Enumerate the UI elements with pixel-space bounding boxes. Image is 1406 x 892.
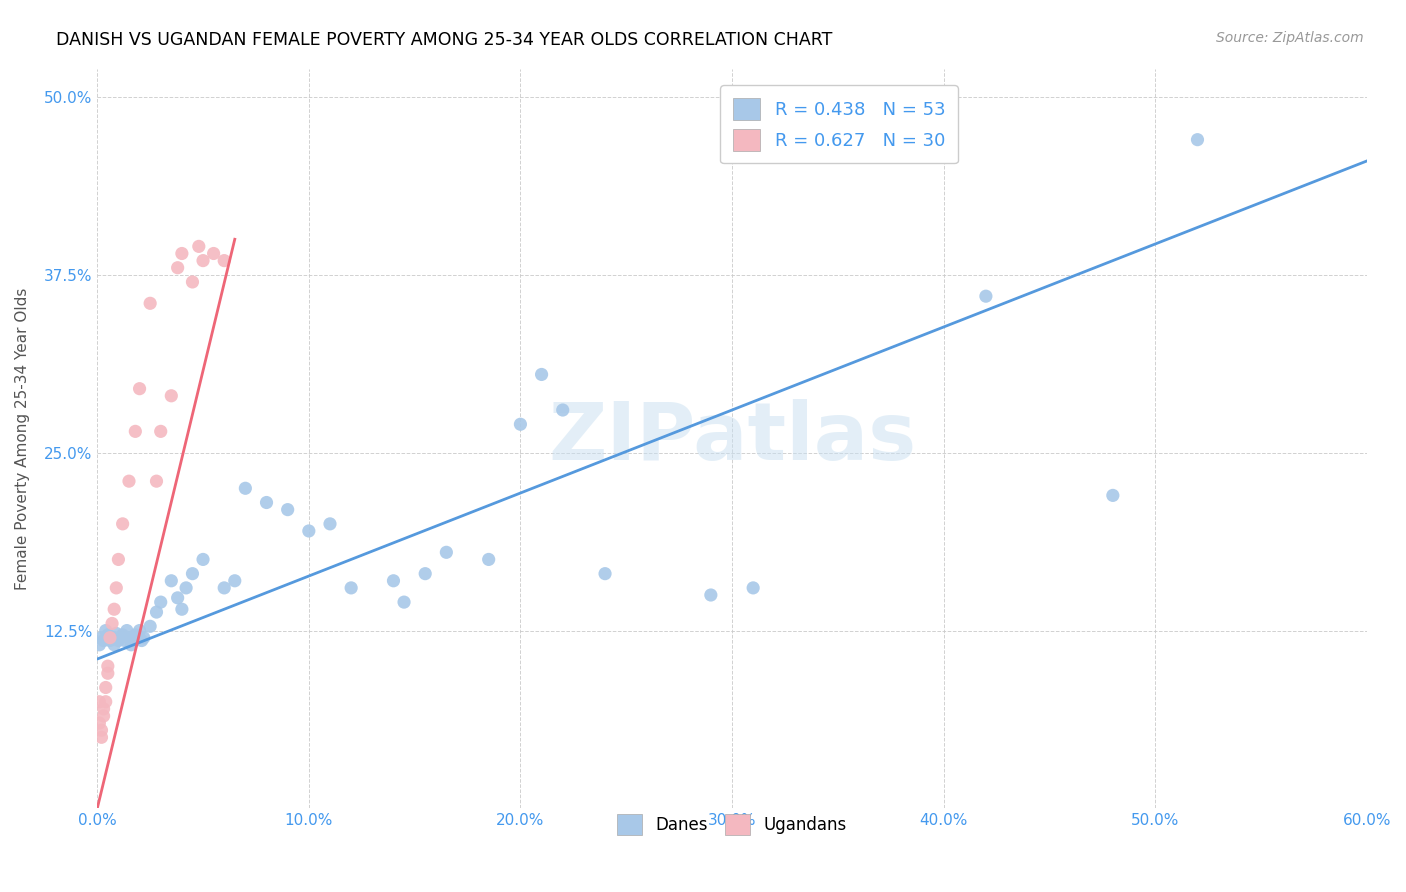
Point — [90, 723, 112, 738]
Point — [509, 417, 531, 432]
Point — [593, 566, 616, 581]
Point — [181, 275, 204, 289]
Point — [235, 481, 257, 495]
Point — [90, 731, 112, 745]
Point — [166, 260, 188, 275]
Point — [98, 633, 121, 648]
Point — [118, 631, 141, 645]
Point — [340, 581, 363, 595]
Point — [434, 545, 457, 559]
Point — [149, 425, 172, 439]
Point — [127, 631, 149, 645]
Point — [93, 702, 115, 716]
Point — [700, 588, 723, 602]
Point — [105, 581, 128, 595]
Point — [1187, 133, 1209, 147]
Point — [298, 524, 321, 538]
Point — [145, 474, 167, 488]
Point — [191, 253, 214, 268]
Point — [319, 516, 342, 531]
Point — [256, 495, 278, 509]
Point — [413, 566, 436, 581]
Point — [111, 628, 134, 642]
Point — [115, 624, 138, 638]
Point — [224, 574, 246, 588]
Point — [149, 595, 172, 609]
Point — [105, 626, 128, 640]
Point — [392, 595, 415, 609]
Point — [90, 631, 112, 645]
Point — [118, 474, 141, 488]
Text: Source: ZipAtlas.com: Source: ZipAtlas.com — [1216, 31, 1364, 45]
Point — [103, 602, 125, 616]
Point — [170, 246, 193, 260]
Point — [139, 619, 162, 633]
Point — [551, 403, 574, 417]
Point — [94, 695, 117, 709]
Point — [107, 633, 129, 648]
Legend: Danes, Ugandans: Danes, Ugandans — [607, 805, 856, 845]
Point — [94, 681, 117, 695]
Point — [114, 633, 136, 648]
Point — [181, 566, 204, 581]
Point — [93, 633, 115, 648]
Point — [160, 574, 183, 588]
Point — [131, 633, 153, 648]
Point — [132, 631, 155, 645]
Point — [478, 552, 501, 566]
Point — [101, 616, 124, 631]
Point — [277, 502, 299, 516]
Point — [742, 581, 765, 595]
Point — [101, 631, 124, 645]
Point — [530, 368, 553, 382]
Y-axis label: Female Poverty Among 25-34 Year Olds: Female Poverty Among 25-34 Year Olds — [15, 287, 30, 590]
Point — [166, 591, 188, 605]
Point — [174, 581, 197, 595]
Point — [97, 628, 120, 642]
Text: ZIPatlas: ZIPatlas — [548, 400, 917, 477]
Point — [212, 581, 235, 595]
Point — [124, 628, 146, 642]
Point — [128, 382, 150, 396]
Point — [1102, 488, 1125, 502]
Point — [89, 638, 111, 652]
Point — [145, 605, 167, 619]
Point — [97, 659, 120, 673]
Point — [974, 289, 997, 303]
Point — [98, 631, 121, 645]
Point — [93, 709, 115, 723]
Point — [160, 389, 183, 403]
Text: DANISH VS UGANDAN FEMALE POVERTY AMONG 25-34 YEAR OLDS CORRELATION CHART: DANISH VS UGANDAN FEMALE POVERTY AMONG 2… — [56, 31, 832, 49]
Point — [94, 624, 117, 638]
Point — [128, 624, 150, 638]
Point — [97, 666, 120, 681]
Point — [139, 296, 162, 310]
Point — [103, 638, 125, 652]
Point — [107, 552, 129, 566]
Point — [191, 552, 214, 566]
Point — [212, 253, 235, 268]
Point — [111, 516, 134, 531]
Point — [122, 633, 145, 648]
Point — [110, 631, 132, 645]
Point — [124, 425, 146, 439]
Point — [170, 602, 193, 616]
Point — [187, 239, 209, 253]
Point — [89, 716, 111, 731]
Point — [202, 246, 225, 260]
Point — [382, 574, 405, 588]
Point — [120, 638, 142, 652]
Point — [89, 695, 111, 709]
